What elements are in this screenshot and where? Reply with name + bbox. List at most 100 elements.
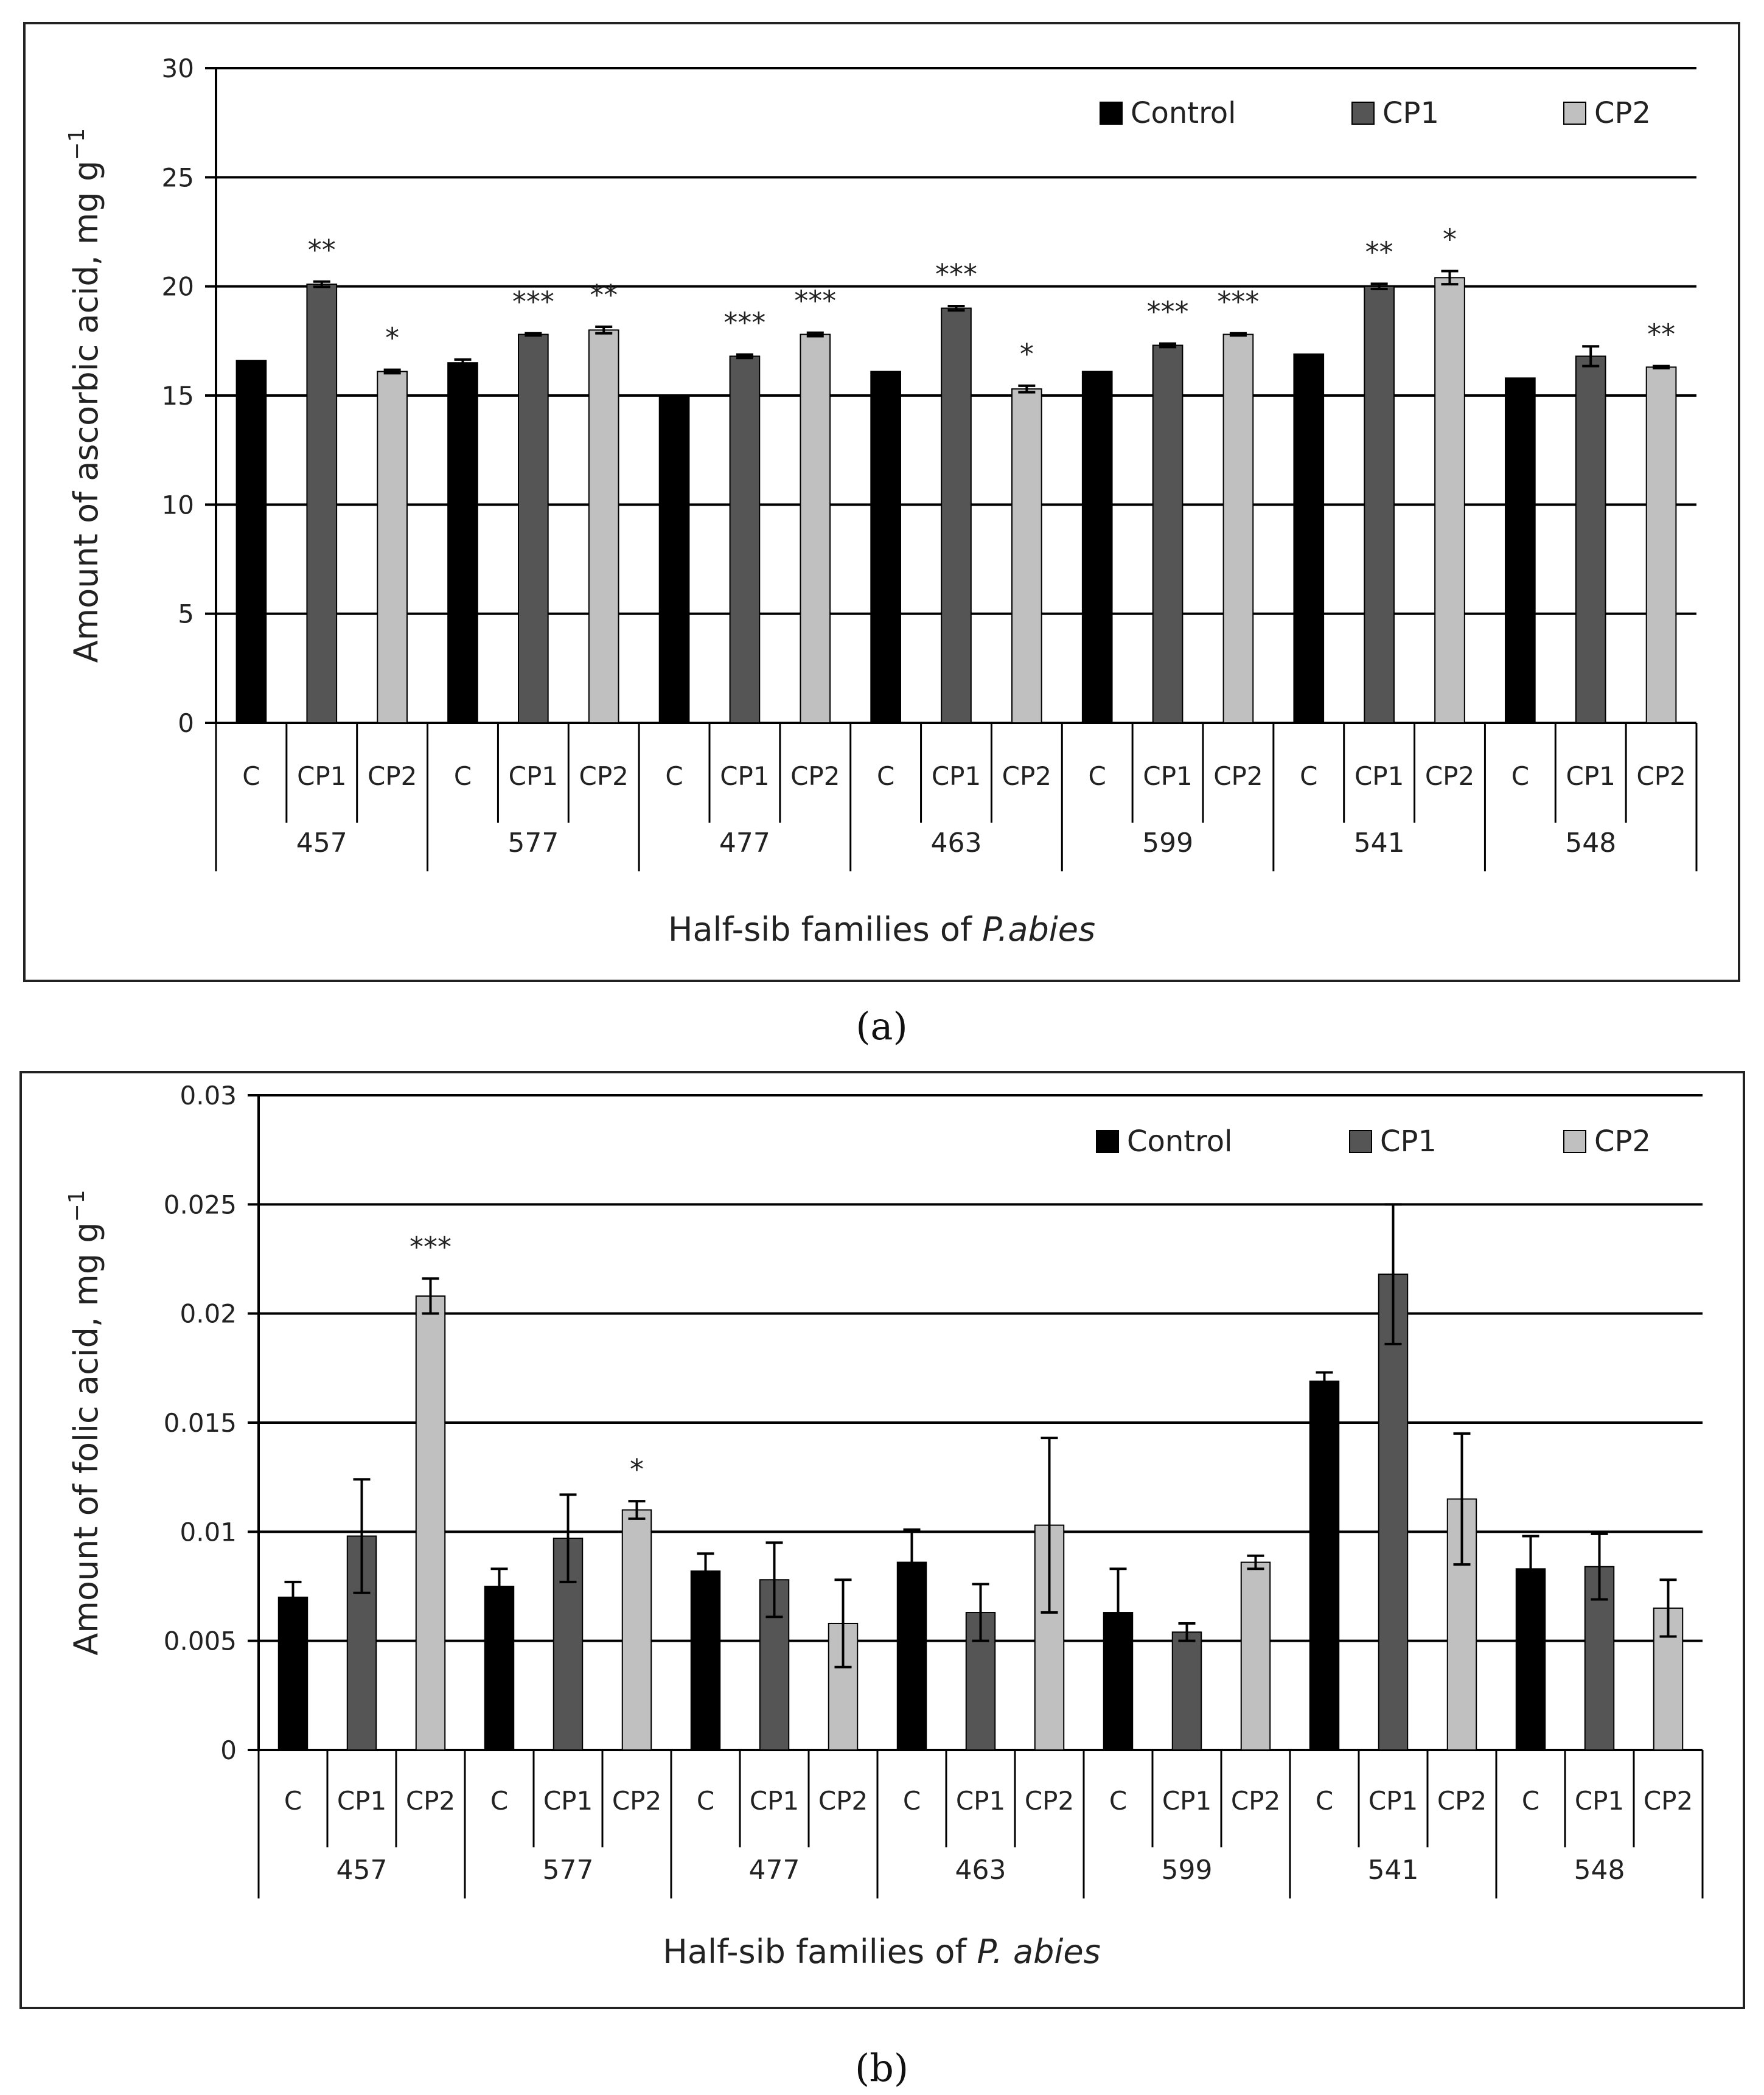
panel-a-bar-cp2-463	[1011, 388, 1042, 723]
panel-b-bar-cp2-599	[1240, 1561, 1271, 1751]
panel-b-category-label: CP2	[1437, 1786, 1487, 1816]
panel-a-legend-label-cp2: CP2	[1594, 96, 1651, 130]
panel-b-category-label: CP2	[1644, 1786, 1693, 1816]
panel-a-category-label: C	[1089, 761, 1106, 791]
panel-a-x-axis-title: Half-sib families of P.abies	[668, 910, 1095, 949]
panel-a-y-tick-label: 10	[162, 490, 194, 520]
panel-a-significance-mark: **	[308, 234, 336, 267]
panel-b-family-label: 541	[1368, 1855, 1419, 1886]
panel-b-y-tick-label: 0.03	[180, 1081, 237, 1110]
panel-b-x-axis-title: Half-sib families of P. abies	[663, 1933, 1100, 1971]
panel-a-family-label: 463	[931, 828, 982, 859]
panel-a-significance-mark: ***	[1147, 296, 1189, 329]
panel-b-y-tick-label: 0.025	[164, 1190, 237, 1219]
panel-a-category-label: CP2	[1002, 761, 1051, 791]
panel-b-bar-cp1-599	[1171, 1631, 1202, 1751]
panel-a-y-axis-title-text: Amount of ascorbic acid, mg g	[67, 161, 105, 663]
panel-a-bar-control-548	[1505, 377, 1536, 723]
panel-a-bar-cp2-541	[1434, 277, 1465, 723]
panel-a-y-tick-label: 20	[162, 272, 194, 302]
panel-b-category-label: CP1	[956, 1786, 1005, 1816]
panel-a-x-axis-title-text: Half-sib families of	[668, 910, 982, 949]
panel-b-category-label: C	[490, 1786, 508, 1816]
panel-b-frame	[19, 1071, 1745, 2009]
panel-b-bar-control-477	[690, 1570, 721, 1751]
panel-b-family-label: 577	[543, 1855, 594, 1886]
panel-b-family-label: 599	[1162, 1855, 1213, 1886]
panel-a-bar-cp2-599	[1222, 333, 1254, 723]
panel-a-legend-label-cp1: CP1	[1382, 96, 1439, 130]
panel-b-significance-mark: *	[630, 1453, 644, 1486]
panel-b-y-axis-title-text: Amount of folic acid, mg g	[67, 1222, 105, 1655]
panel-b-legend-swatch-control	[1096, 1130, 1119, 1153]
panel-a-bar-control-477	[658, 395, 690, 723]
panel-a-bar-cp1-457	[306, 284, 338, 723]
panel-b-bar-control-541	[1309, 1380, 1340, 1751]
panel-a-category-label: CP2	[1213, 761, 1263, 791]
panel-a-category-label: CP1	[1354, 761, 1404, 791]
panel-b-family-label: 477	[749, 1855, 800, 1886]
panel-b-category-label: CP2	[1231, 1786, 1280, 1816]
panel-a-category-label: C	[1300, 761, 1317, 791]
panel-b-legend-swatch-cp2	[1563, 1130, 1586, 1153]
panel-b-category-label: CP2	[1025, 1786, 1074, 1816]
panel-a-category-label: CP2	[1425, 761, 1474, 791]
panel-a-category-label: C	[665, 761, 683, 791]
panel-b-significance-mark: ***	[410, 1230, 451, 1263]
panel-a-family-label: 599	[1142, 828, 1193, 859]
panel-b-family-label: 457	[336, 1855, 388, 1886]
panel-b-category-label: CP1	[750, 1786, 799, 1816]
panel-a-category-label: CP1	[932, 761, 981, 791]
panel-b-y-tick-label: 0	[220, 1735, 237, 1765]
panel-b-category-label: CP2	[818, 1786, 868, 1816]
panel-a-legend-swatch-control	[1100, 102, 1123, 125]
panel-a-category-label: C	[454, 761, 472, 791]
chart-panel-a: 0 5 10 15 20 25 30 C CP1 CP2 457 C CP1 CP2 577 C CP1 CP2 4…	[23, 22, 1740, 982]
panel-a-y-tick-label: 30	[162, 54, 194, 83]
panel-a-category-label: CP1	[1143, 761, 1192, 791]
panel-a-bar-cp2-477	[800, 333, 831, 723]
panel-a-bar-cp2-548	[1645, 366, 1677, 723]
panel-b-category-label: CP1	[1575, 1786, 1624, 1816]
panel-a-significance-mark: **	[590, 279, 618, 312]
panel-b-y-tick-label: 0.02	[180, 1299, 237, 1329]
panel-a-significance-mark: ***	[1217, 285, 1259, 318]
panel-b-legend-swatch-cp1	[1349, 1130, 1372, 1153]
panel-b-category-label: CP1	[1368, 1786, 1418, 1816]
panel-b-x-axis-title-species: P. abies	[977, 1933, 1101, 1971]
panel-a-family-label: 477	[719, 828, 770, 859]
panel-b-category-label: CP2	[406, 1786, 455, 1816]
panel-b-legend-label-cp1: CP1	[1380, 1124, 1437, 1159]
panel-a-significance-mark: ***	[794, 285, 836, 318]
panel-a-significance-mark: ***	[512, 285, 554, 318]
panel-b-bar-cp1-463	[965, 1612, 996, 1751]
panel-b-family-label: 463	[955, 1855, 1006, 1886]
panel-b-bar-cp2-457	[415, 1295, 446, 1751]
panel-b-y-tick-label: 0.015	[164, 1408, 237, 1438]
panel-b-bar-cp2-577	[621, 1509, 652, 1751]
panel-b-category-label: CP2	[612, 1786, 661, 1816]
panel-b-category-label: C	[1109, 1786, 1127, 1816]
panel-a-bar-cp1-548	[1575, 355, 1606, 723]
panel-a-bar-cp1-541	[1364, 285, 1395, 723]
panel-a-category-label: CP1	[297, 761, 346, 791]
panel-a-family-label: 541	[1354, 828, 1405, 859]
panel-b-y-axis-title-unit-exponent: −1	[64, 1190, 89, 1222]
panel-b-family-label: 548	[1574, 1855, 1625, 1886]
panel-a-legend-swatch-cp1	[1351, 102, 1375, 125]
panel-a-y-tick-label: 0	[178, 708, 194, 738]
panel-b-bar-control-577	[484, 1586, 515, 1751]
panel-a-y-tick-label: 25	[162, 162, 194, 192]
panel-b-category-label: CP1	[543, 1786, 593, 1816]
panel-a-bar-control-541	[1293, 353, 1325, 723]
panel-b-category-label: C	[697, 1786, 714, 1816]
panel-a-bar-control-457	[235, 360, 267, 723]
panel-b-legend-label-control: Control	[1127, 1124, 1233, 1159]
panel-a-category-label: CP2	[579, 761, 629, 791]
panel-a-category-label: CP2	[1636, 761, 1686, 791]
panel-a-category-label: CP1	[509, 761, 558, 791]
panel-b-bar-cp1-541	[1378, 1274, 1409, 1751]
panel-b-category-label: C	[1522, 1786, 1539, 1816]
panel-a-bar-cp1-463	[941, 307, 972, 723]
